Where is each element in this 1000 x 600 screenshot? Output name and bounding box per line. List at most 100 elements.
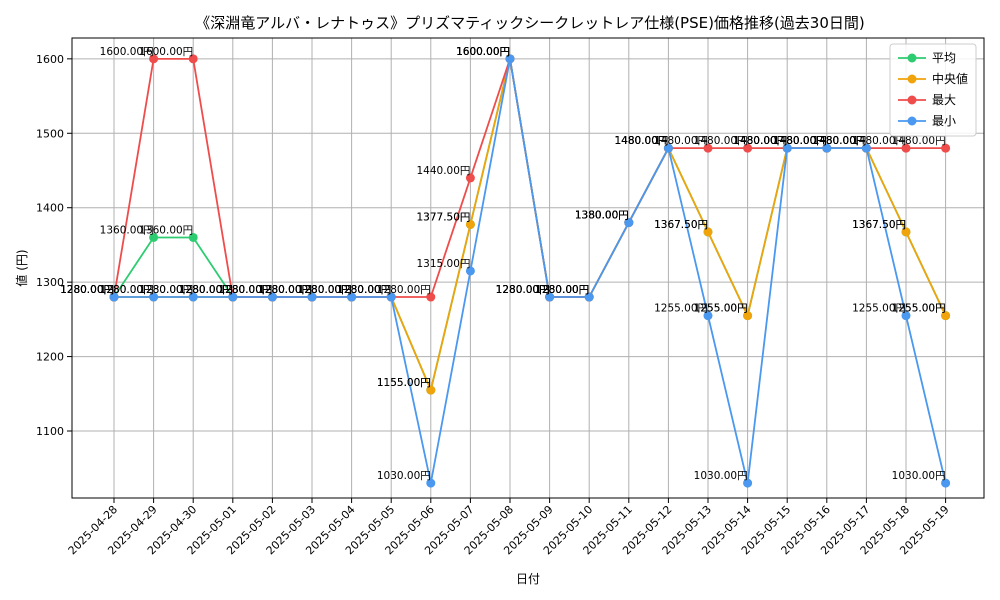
data-label: 1480.00円 [733, 135, 787, 147]
data-point [822, 143, 832, 153]
data-labels: 1280.00円1360.00円1360.00円1280.00円1280.00円… [60, 46, 946, 482]
legend-label: 中央値 [932, 71, 968, 86]
data-label: 1280.00円 [377, 284, 431, 296]
data-label: 1280.00円 [60, 284, 114, 296]
data-label: 1280.00円 [298, 284, 352, 296]
data-label: 1280.00円 [535, 284, 589, 296]
data-label: 1480.00円 [812, 135, 866, 147]
data-label: 1030.00円 [377, 470, 431, 482]
data-point [941, 143, 951, 153]
data-point [743, 143, 753, 153]
data-label: 1480.00円 [614, 135, 668, 147]
series-3 [109, 54, 951, 488]
data-label: 1367.50円 [852, 219, 906, 231]
data-point [426, 385, 436, 395]
data-label: 1280.00円 [535, 284, 589, 296]
data-label: 1280.00円 [218, 284, 272, 296]
data-point [941, 478, 951, 488]
data-label: 1280.00円 [60, 284, 114, 296]
data-label: 1480.00円 [812, 135, 866, 147]
data-label: 1480.00円 [773, 135, 827, 147]
data-point [901, 143, 911, 153]
y-tick-label: 1600 [36, 53, 64, 66]
data-point [584, 292, 594, 302]
legend-label: 最大 [932, 93, 956, 107]
data-label: 1480.00円 [812, 135, 866, 147]
chart-title: 《深淵竜アルバ・レナトゥス》プリズマティックシークレットレア仕様(PSE)価格推… [195, 14, 865, 32]
data-label: 1480.00円 [733, 135, 787, 147]
data-label: 1255.00円 [694, 303, 748, 315]
legend-item: 中央値 [898, 71, 968, 86]
data-label: 1600.00円 [456, 46, 510, 58]
data-point [465, 219, 475, 229]
data-label: 1280.00円 [218, 284, 272, 296]
data-label: 1280.00円 [139, 284, 193, 296]
data-label: 1367.50円 [654, 219, 708, 231]
data-label: 1030.00円 [694, 470, 748, 482]
data-point [386, 292, 396, 302]
legend-label: 平均 [932, 51, 956, 65]
data-label: 1155.00円 [377, 377, 431, 389]
data-label: 1280.00円 [258, 284, 312, 296]
data-label: 1480.00円 [773, 135, 827, 147]
data-label: 1440.00円 [416, 165, 470, 177]
y-tick-label: 1500 [36, 127, 64, 140]
data-label: 1280.00円 [298, 284, 352, 296]
series-line [114, 58, 947, 484]
data-label: 1280.00円 [100, 284, 154, 296]
data-point [228, 292, 238, 302]
data-label: 1367.50円 [654, 219, 708, 231]
data-label: 1280.00円 [337, 284, 391, 296]
data-label: 1480.00円 [614, 135, 668, 147]
legend-marker [907, 95, 917, 105]
data-point [663, 143, 673, 153]
data-label: 1280.00円 [179, 284, 233, 296]
data-label: 1280.00円 [496, 284, 550, 296]
data-label: 1480.00円 [773, 135, 827, 147]
data-label: 1600.00円 [456, 46, 510, 58]
data-label: 1380.00円 [575, 210, 629, 222]
data-point [624, 218, 634, 228]
data-label: 1377.50円 [416, 211, 470, 223]
y-axis-ticks: 1100 1200 1300 1400 1500 1600 [36, 53, 72, 438]
data-point [703, 143, 713, 153]
data-point [188, 54, 198, 64]
data-label: 1380.00円 [575, 210, 629, 222]
data-label: 1255.00円 [892, 303, 946, 315]
data-label: 1380.00円 [575, 210, 629, 222]
data-label: 1280.00円 [179, 284, 233, 296]
data-point [465, 173, 475, 183]
data-label: 1377.50円 [416, 211, 470, 223]
data-point [149, 54, 159, 64]
data-label: 1280.00円 [179, 284, 233, 296]
data-point [347, 292, 357, 302]
data-point [861, 143, 871, 153]
data-label: 1280.00円 [60, 284, 114, 296]
legend-item: 最大 [898, 93, 956, 107]
data-label: 1280.00円 [218, 284, 272, 296]
data-point [743, 311, 753, 321]
data-point [426, 478, 436, 488]
data-label: 1480.00円 [614, 135, 668, 147]
data-label: 1480.00円 [654, 135, 708, 147]
legend-item: 平均 [898, 51, 956, 65]
data-label: 1480.00円 [614, 135, 668, 147]
data-label: 1360.00円 [100, 224, 154, 236]
data-label: 1280.00円 [139, 284, 193, 296]
data-label: 1360.00円 [139, 224, 193, 236]
data-label: 1155.00円 [377, 377, 431, 389]
data-label: 1280.00円 [337, 284, 391, 296]
plot-frame [71, 37, 985, 499]
data-point [465, 266, 475, 276]
data-point [505, 54, 515, 64]
legend-marker [907, 116, 917, 126]
data-label: 1367.50円 [852, 219, 906, 231]
data-label: 1480.00円 [892, 135, 946, 147]
data-label: 1280.00円 [298, 284, 352, 296]
data-label: 1280.00円 [535, 284, 589, 296]
data-label: 1280.00円 [298, 284, 352, 296]
data-label: 1280.00円 [535, 284, 589, 296]
data-point [149, 232, 159, 242]
data-label: 1030.00円 [892, 470, 946, 482]
